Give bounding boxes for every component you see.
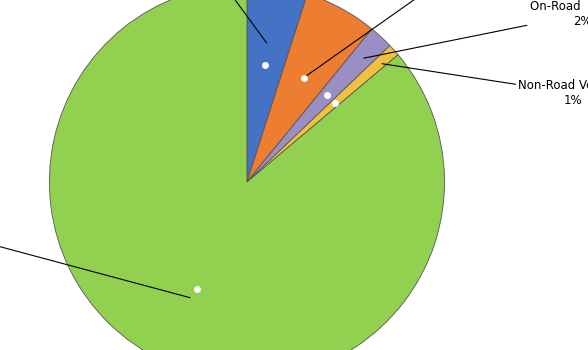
Text: On-Road  Vehicles
2%: On-Road Vehicles 2% [364, 0, 588, 58]
Text: Stationary  Fuel Combustion
5%: Stationary Fuel Combustion 5% [61, 0, 267, 43]
Wedge shape [247, 0, 372, 182]
Wedge shape [247, 29, 390, 182]
Text: Industrial and
Other Processes
6%: Industrial and Other Processes 6% [306, 0, 588, 76]
Wedge shape [49, 0, 445, 350]
Text: Miscellaneous*
87%: Miscellaneous* 87% [0, 211, 190, 298]
Wedge shape [247, 46, 398, 182]
Text: Non-Road Vehicles
1%: Non-Road Vehicles 1% [382, 64, 588, 107]
Wedge shape [247, 0, 308, 182]
